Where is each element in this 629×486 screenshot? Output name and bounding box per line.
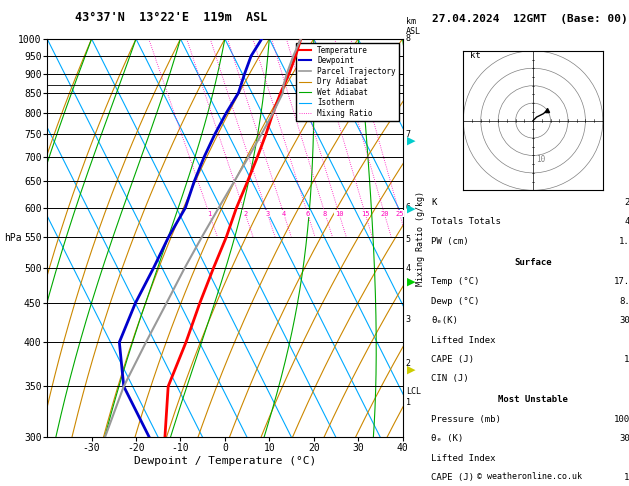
Text: 5: 5 [406,235,411,244]
Text: 25: 25 [395,210,404,217]
Text: 1: 1 [406,398,411,407]
Text: 1003: 1003 [613,415,629,424]
Text: Temp (°C): Temp (°C) [431,277,479,286]
Text: Lifted Index: Lifted Index [431,453,496,463]
Text: 309: 309 [619,316,629,325]
Text: 3: 3 [406,315,411,324]
Text: 47: 47 [625,217,629,226]
Text: ▶: ▶ [406,364,415,374]
Text: θₑ(K): θₑ(K) [431,316,458,325]
Text: 3: 3 [265,210,269,217]
Text: 1.8: 1.8 [619,237,629,246]
Legend: Temperature, Dewpoint, Parcel Trajectory, Dry Adiabat, Wet Adiabat, Isotherm, Mi: Temperature, Dewpoint, Parcel Trajectory… [296,43,399,121]
Text: © weatheronline.co.uk: © weatheronline.co.uk [477,472,582,481]
Text: CIN (J): CIN (J) [431,374,469,383]
Text: 20: 20 [380,210,389,217]
Text: 6: 6 [406,204,411,212]
Text: kt: kt [470,51,481,60]
Text: Surface: Surface [515,258,552,267]
Text: hPa: hPa [4,233,21,243]
Text: 8: 8 [323,210,327,217]
Text: Mixing Ratio (g/kg): Mixing Ratio (g/kg) [416,191,425,286]
Text: 10: 10 [537,156,546,164]
Text: 309: 309 [619,434,629,443]
Text: Totals Totals: Totals Totals [431,217,501,226]
Text: Lifted Index: Lifted Index [431,335,496,345]
Text: 27.04.2024  12GMT  (Base: 00): 27.04.2024 12GMT (Base: 00) [432,14,628,24]
Text: LCL: LCL [406,387,421,396]
Text: CAPE (J): CAPE (J) [431,355,474,364]
Text: 6: 6 [306,210,309,217]
Text: 8: 8 [406,35,411,43]
Text: 43°37'N  13°22'E  119m  ASL: 43°37'N 13°22'E 119m ASL [75,11,268,24]
Text: Most Unstable: Most Unstable [498,395,568,404]
Text: Pressure (mb): Pressure (mb) [431,415,501,424]
Text: PW (cm): PW (cm) [431,237,469,246]
Text: 17.1: 17.1 [613,277,629,286]
Text: 2: 2 [243,210,247,217]
Text: 22: 22 [625,198,629,207]
Text: 10: 10 [335,210,343,217]
Text: ▶: ▶ [406,277,415,287]
Text: 17: 17 [625,355,629,364]
Text: θₑ (K): θₑ (K) [431,434,464,443]
Text: km
ASL: km ASL [406,17,421,36]
Text: 4: 4 [406,264,411,273]
Text: ▶: ▶ [406,136,415,146]
Text: Dewp (°C): Dewp (°C) [431,296,479,306]
Text: 4: 4 [282,210,286,217]
Text: 15: 15 [361,210,369,217]
Text: K: K [431,198,437,207]
Text: CAPE (J): CAPE (J) [431,473,474,482]
Text: 1: 1 [207,210,211,217]
X-axis label: Dewpoint / Temperature (°C): Dewpoint / Temperature (°C) [134,456,316,466]
Text: 20: 20 [537,191,546,199]
Text: 8.3: 8.3 [619,296,629,306]
Text: 17: 17 [625,473,629,482]
Text: 7: 7 [406,130,411,139]
Text: ▶: ▶ [406,204,415,214]
Text: 2: 2 [406,359,411,368]
